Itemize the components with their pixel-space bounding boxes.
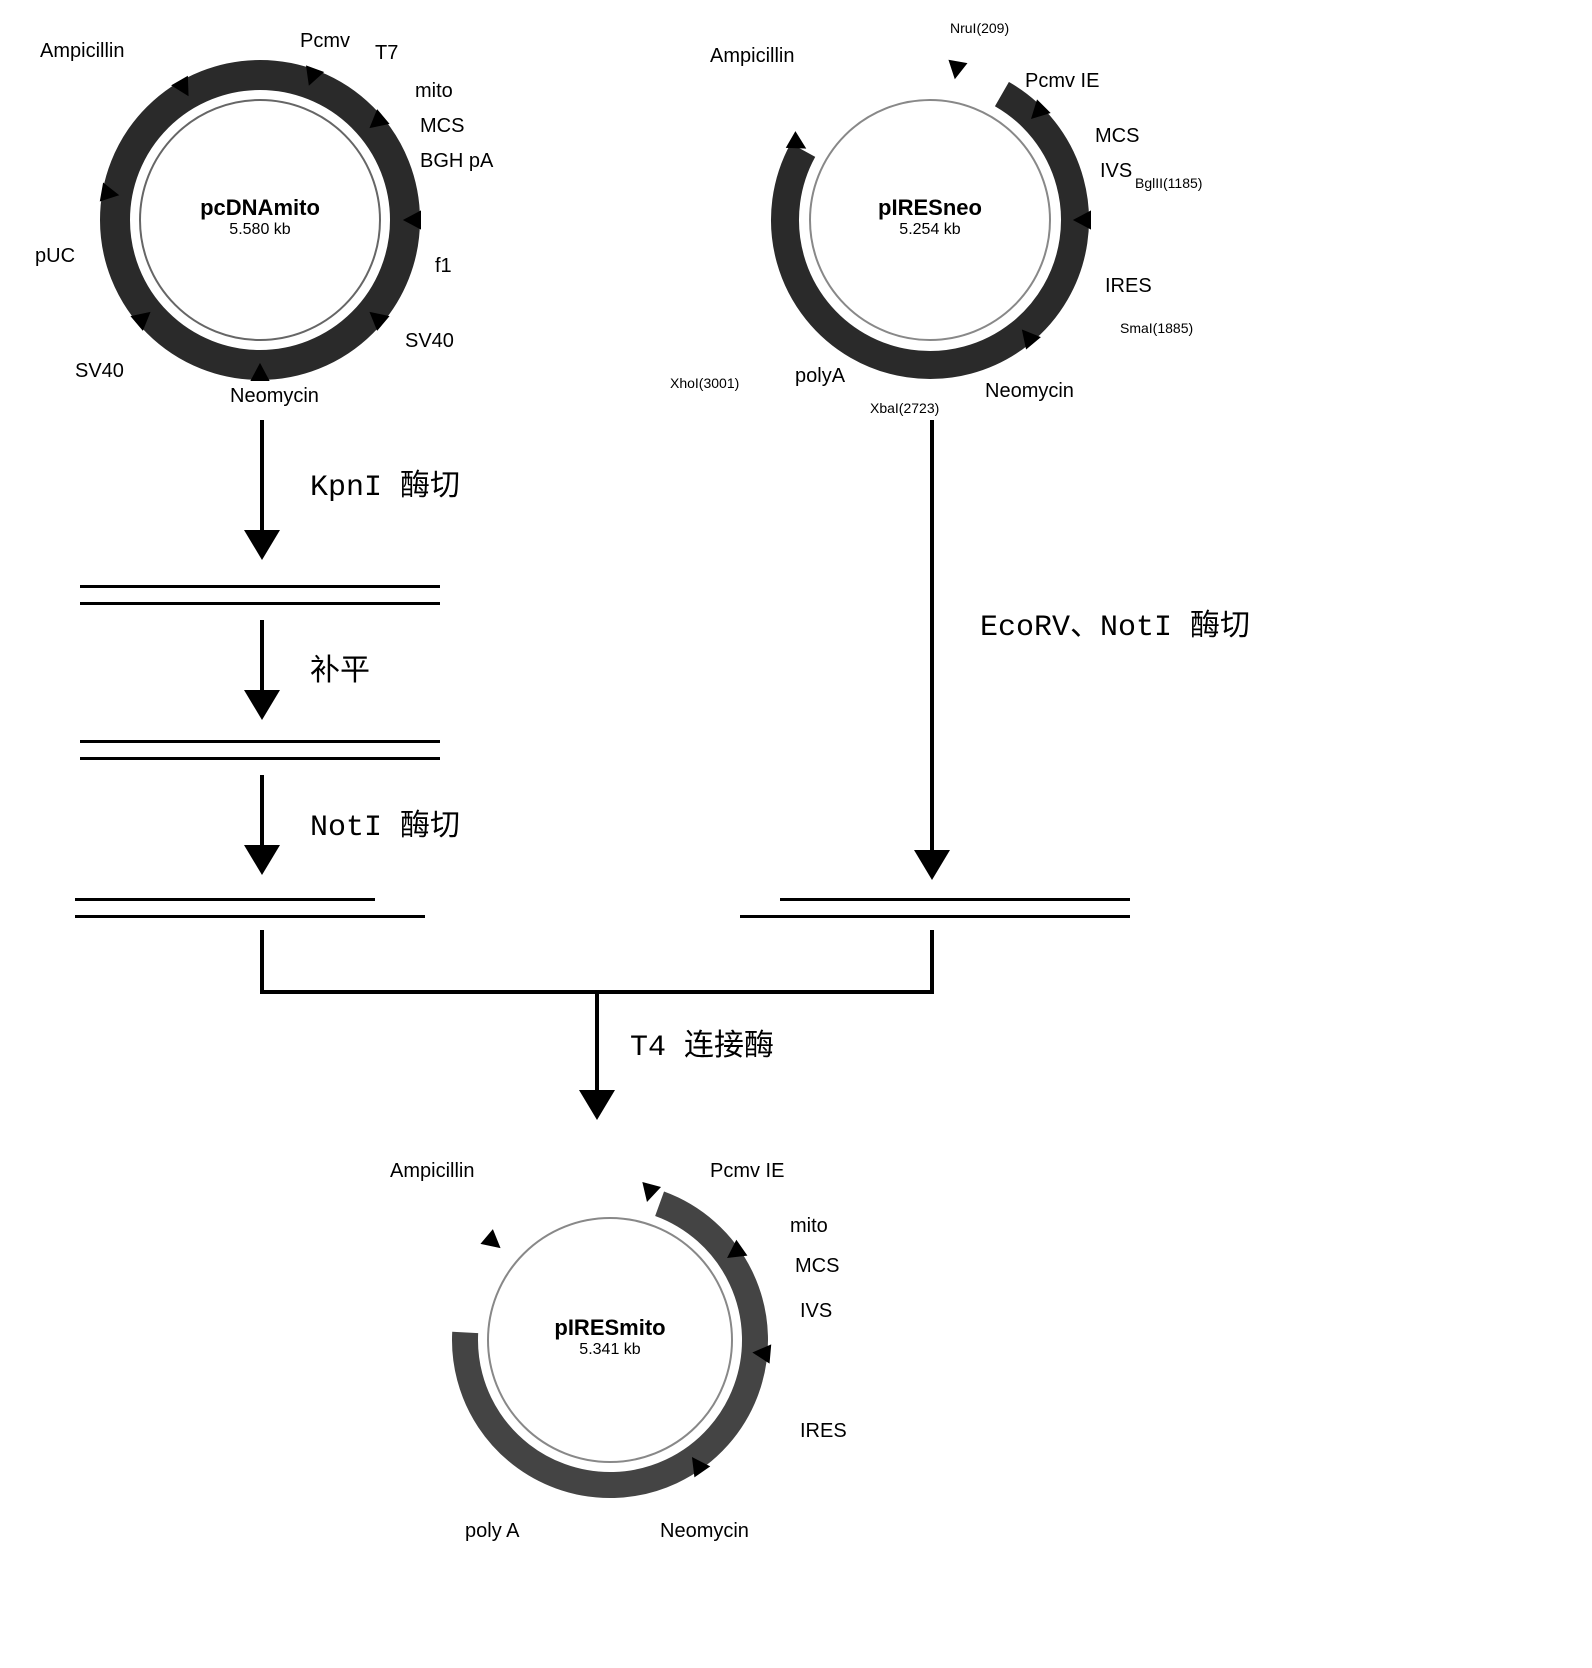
dna2-top — [80, 740, 440, 743]
p2-polya: polyA — [795, 365, 845, 388]
arrow1-shaft — [260, 420, 264, 530]
p3-ampicillin: Ampicillin — [390, 1160, 474, 1183]
p3-ires: IRES — [800, 1420, 847, 1443]
p1-neomycin: Neomycin — [230, 385, 319, 408]
plasmid-construction-diagram: pcDNAmito 5.580 kb Ampicillin Pcmv T7 mi… — [20, 20, 1572, 1648]
join-right-v — [930, 930, 934, 990]
plasmid1-title: pcDNAmito 5.580 kb — [185, 195, 335, 239]
plasmid2-name: pIRESneo — [855, 195, 1005, 221]
join-left-v — [260, 930, 264, 990]
arrow2-head — [244, 690, 280, 720]
p1-pcmv: Pcmv — [300, 30, 350, 53]
plasmid3-size: 5.341 kb — [535, 1341, 685, 1359]
p1-mito: mito — [415, 80, 453, 103]
p2-smai: SmaI(1885) — [1120, 320, 1193, 336]
p2-ivs: IVS — [1100, 160, 1132, 183]
dna3-bot — [75, 915, 425, 918]
plasmid2-title: pIRESneo 5.254 kb — [855, 195, 1005, 239]
p1-ampicillin: Ampicillin — [40, 40, 124, 63]
p1-bghpa: BGH pA — [420, 150, 493, 173]
dnaR-top — [780, 898, 1130, 901]
arrow2-shaft — [260, 620, 264, 690]
p1-puc: pUC — [35, 245, 75, 268]
p2-xbai: XbaI(2723) — [870, 400, 939, 416]
p2-ampicillin: Ampicillin — [710, 45, 794, 68]
dna1-top — [80, 585, 440, 588]
dna2-bot — [80, 757, 440, 760]
step-buping: 补平 — [310, 645, 370, 690]
step-noti: NotI 酶切 — [310, 800, 460, 845]
p3-ivs: IVS — [800, 1300, 832, 1323]
p2-nrui: NruI(209) — [950, 20, 1009, 36]
arrow3-head — [244, 845, 280, 875]
arrowR-shaft — [930, 420, 934, 850]
plasmid3-title: pIRESmito 5.341 kb — [535, 1315, 685, 1359]
p3-mito: mito — [790, 1215, 828, 1238]
p1-sv40b: SV40 — [75, 360, 124, 383]
dnaR-bot — [740, 915, 1130, 918]
p3-polya: poly A — [465, 1520, 519, 1543]
p2-neomycin: Neomycin — [985, 380, 1074, 403]
p2-mcs: MCS — [1095, 125, 1139, 148]
p1-t7: T7 — [375, 42, 398, 65]
join-head — [579, 1090, 615, 1120]
step-t4: T4 连接酶 — [630, 1020, 774, 1065]
plasmid1-name: pcDNAmito — [185, 195, 335, 221]
p1-mcs: MCS — [420, 115, 464, 138]
p2-pcmvie: Pcmv IE — [1025, 70, 1099, 93]
arrow3-shaft — [260, 775, 264, 845]
p3-neomycin: Neomycin — [660, 1520, 749, 1543]
p3-pcmvie: Pcmv IE — [710, 1160, 784, 1183]
p1-sv40a: SV40 — [405, 330, 454, 353]
dna3-top — [75, 898, 375, 901]
plasmid1-size: 5.580 kb — [185, 221, 335, 239]
join-center-v — [595, 990, 599, 1090]
plasmid3-name: pIRESmito — [535, 1315, 685, 1341]
plasmid2-size: 5.254 kb — [855, 221, 1005, 239]
p2-bglii: BglII(1185) — [1135, 175, 1202, 191]
p1-f1: f1 — [435, 255, 452, 278]
p2-ires: IRES — [1105, 275, 1152, 298]
step-ecorv-noti: EcoRV、NotI 酶切 — [980, 600, 1250, 645]
dna1-bot — [80, 602, 440, 605]
step-kpni: KpnI 酶切 — [310, 460, 460, 505]
arrow1-head — [244, 530, 280, 560]
arrowR-head — [914, 850, 950, 880]
p3-mcs: MCS — [795, 1255, 839, 1278]
p2-xhoi: XhoI(3001) — [670, 375, 739, 391]
